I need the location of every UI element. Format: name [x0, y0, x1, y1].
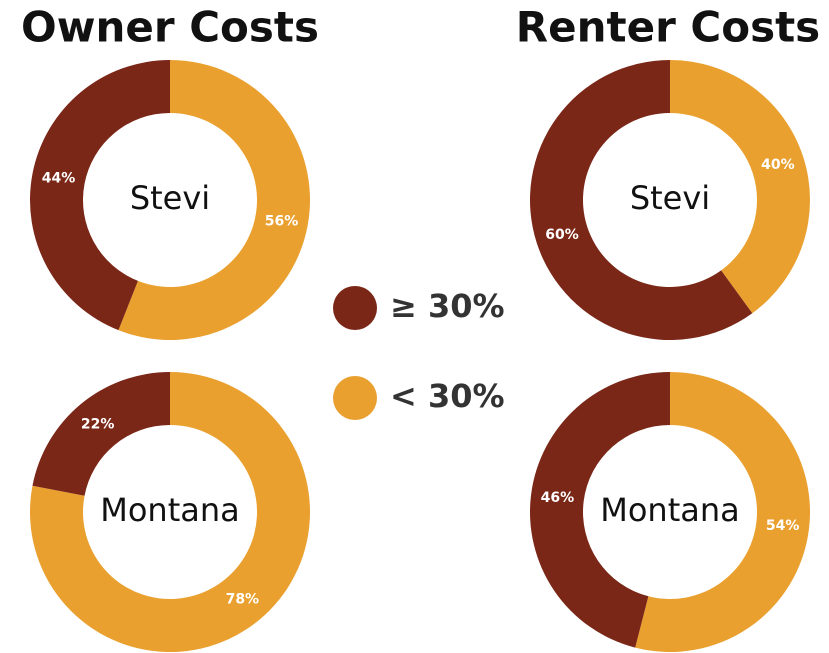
data-label: 60%: [545, 227, 579, 243]
center-label: Stevi: [630, 179, 710, 217]
center-label: Montana: [600, 491, 740, 529]
data-label: 78%: [226, 591, 260, 607]
legend-swatch: [333, 376, 377, 420]
donut-segment: [635, 372, 811, 653]
donut-segment: [29, 372, 310, 652]
donut-segment: [32, 372, 171, 496]
donut-segment: [118, 60, 311, 340]
donut-segment: [530, 372, 670, 648]
data-label: 46%: [541, 490, 575, 506]
legend-swatch: [333, 286, 377, 330]
data-label: 40%: [761, 157, 795, 173]
center-label: Stevi: [130, 179, 210, 217]
legend-label: ≥ 30%: [390, 287, 505, 325]
data-label: 44%: [42, 171, 76, 187]
column-header: Renter Costs: [516, 3, 820, 52]
data-label: 56%: [265, 213, 299, 229]
donut-segment: [529, 60, 753, 340]
donut-segment: [670, 60, 810, 314]
column-header: Owner Costs: [21, 3, 319, 52]
legend-label: < 30%: [390, 377, 505, 415]
center-label: Montana: [100, 491, 240, 529]
data-label: 54%: [766, 518, 800, 534]
data-label: 22%: [81, 417, 115, 433]
donut-segment: [30, 60, 170, 331]
